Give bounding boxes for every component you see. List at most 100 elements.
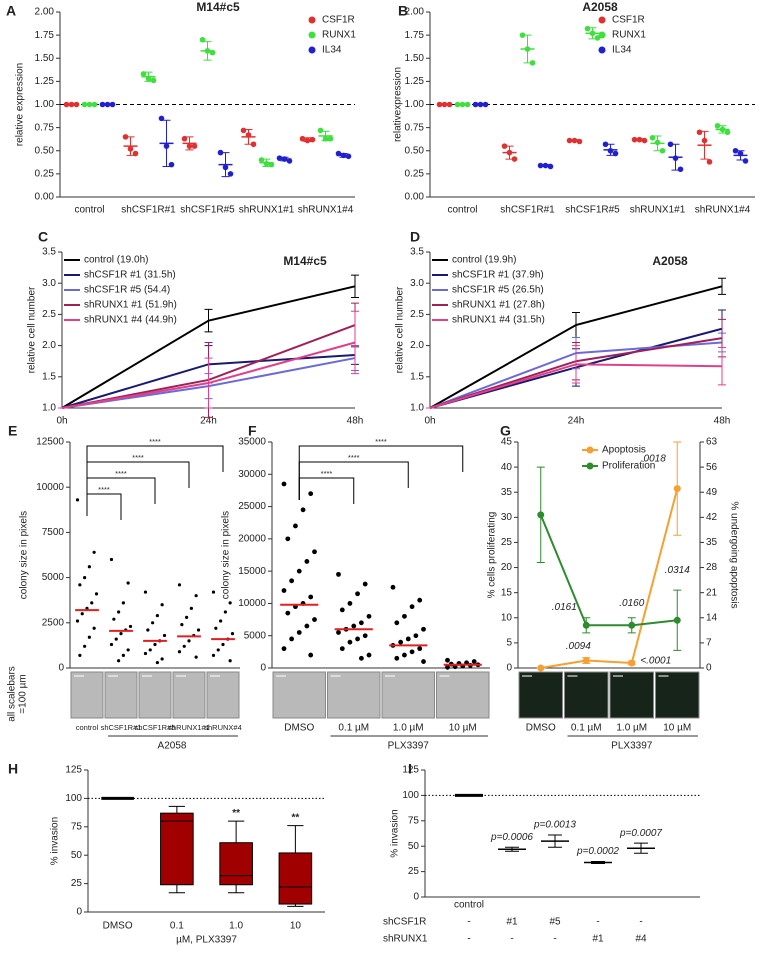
data-point: [121, 653, 125, 657]
error-bar: [523, 34, 532, 64]
data-point: [673, 485, 681, 493]
data-point: [336, 571, 341, 577]
data-point: [529, 60, 536, 66]
data-point: [366, 613, 372, 619]
x-tick-label: shRUNX1#1: [630, 205, 686, 216]
significance-label: ****: [348, 453, 360, 462]
data-point: [151, 621, 155, 625]
data-point: [351, 623, 357, 629]
y-tick-label: 1.75: [35, 30, 55, 41]
y-axis-label: relative expression: [15, 63, 26, 146]
data-point: [390, 584, 396, 590]
data-point: [696, 129, 703, 136]
error-bar: [339, 153, 348, 158]
y-tick-label: 100: [402, 790, 419, 801]
data-point: [258, 157, 265, 163]
data-point: [409, 604, 415, 610]
y2-tick-label: 14: [706, 612, 718, 623]
data-point: [87, 565, 91, 569]
y-tick-label: 20: [501, 562, 513, 573]
legend-label: shCSF1R #1 (31.5h): [84, 270, 176, 281]
y-tick-label: 1.50: [35, 53, 55, 64]
error-bar: [221, 152, 230, 178]
data-point: [121, 601, 125, 605]
row-label: shCSF1R: [383, 917, 426, 928]
x-tick-label: shRUNX1#1: [239, 205, 295, 216]
data-point: [501, 143, 508, 149]
y2-axis-label: % undergoing apoptosis: [728, 501, 739, 608]
data-point: [304, 623, 310, 629]
data-point: [317, 127, 324, 134]
data-point: [299, 135, 306, 142]
error-bar: [185, 136, 194, 151]
y-tick-label: 45: [501, 437, 513, 448]
y2-tick-label: 7: [706, 638, 712, 649]
data-point: [417, 646, 423, 652]
significance-label: ****: [98, 485, 110, 494]
series-line: [540, 488, 679, 669]
panel-letter: I: [408, 761, 412, 777]
data-point: [445, 664, 450, 670]
legend-label: CSF1R: [612, 15, 645, 26]
data-point: [126, 581, 130, 585]
micrograph: [327, 671, 381, 719]
data-point: [75, 498, 80, 502]
error-bar: [736, 150, 745, 161]
data-point: [398, 639, 404, 645]
y-tick-label: 2.5: [410, 309, 424, 320]
data-point: [355, 636, 360, 642]
data-point: [358, 620, 364, 626]
significance-bracket: [86, 493, 122, 520]
data-point: [347, 639, 353, 645]
data-point: [92, 626, 96, 630]
y-tick-label: 1.0: [410, 403, 424, 414]
significance-bracket: [298, 445, 464, 500]
data-point: [211, 653, 216, 657]
x-tick-label: DMSO: [103, 921, 133, 932]
y-tick-label: 1.0: [42, 403, 56, 414]
x-tick-label: control: [76, 723, 99, 732]
y-tick-label: 5000: [244, 630, 267, 641]
y-tick-label: 30: [501, 512, 513, 523]
significance-bracket: [298, 477, 355, 504]
data-point: [293, 523, 298, 529]
x-tick-label: 1.0 µM: [393, 723, 424, 734]
panel-letter: G: [500, 423, 511, 439]
y-tick-label: 5000: [42, 572, 65, 583]
y-tick-label: 40: [501, 462, 513, 473]
legend-marker: [308, 46, 316, 54]
micrograph: [609, 671, 654, 719]
data-point: [296, 630, 302, 635]
row-value: #1: [506, 917, 518, 928]
x-tick-label: 24h: [568, 416, 585, 427]
significance-label: ****: [132, 453, 144, 462]
error-bar: [203, 41, 212, 61]
data-point: [402, 613, 407, 619]
micrograph: [70, 671, 104, 719]
y-tick-label: 1.75: [405, 30, 425, 41]
data-point: [114, 637, 118, 641]
y-axis-label: colony size in pixels: [19, 511, 30, 599]
data-point: [90, 601, 94, 605]
error-bar: [671, 143, 680, 171]
y-axis-label: relative cell number: [395, 286, 406, 373]
error-bar: [505, 846, 519, 852]
data-point: [417, 597, 423, 603]
significance-label: ****: [321, 469, 333, 478]
data-point: [150, 77, 157, 84]
y-tick-label: 2.0: [410, 340, 424, 351]
data-point: [162, 633, 167, 638]
y-tick-label: 0: [413, 892, 419, 903]
data-point: [276, 155, 283, 161]
data-point: [394, 655, 400, 661]
data-point: [706, 159, 713, 165]
significance-label: ****: [375, 437, 387, 446]
error-bar: [718, 125, 727, 134]
y-tick-label: 3.0: [42, 278, 56, 289]
data-point: [602, 141, 609, 148]
data-point: [289, 636, 295, 642]
group-label: PLX3397: [611, 741, 653, 752]
legend-marker: [598, 31, 606, 39]
data-point: [421, 659, 426, 664]
data-point: [221, 642, 225, 647]
